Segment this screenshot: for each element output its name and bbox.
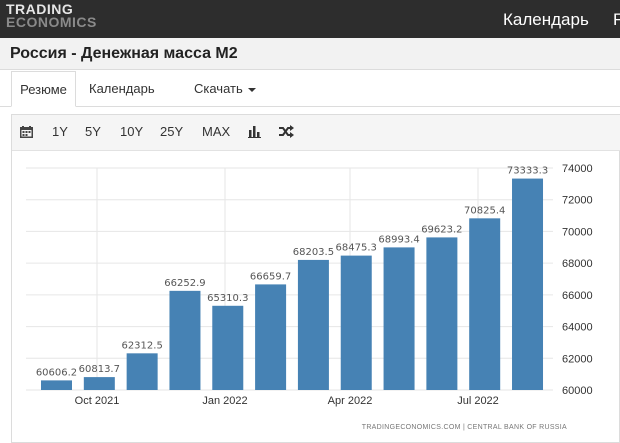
bar-value-label: 73333.3 xyxy=(507,166,548,177)
x-tick-label: Jul 2022 xyxy=(457,395,499,407)
bar xyxy=(41,380,72,390)
tab-bar: Резюме Календарь Скачать xyxy=(0,71,620,107)
range-25y-button[interactable]: 25Y xyxy=(160,124,184,139)
bar-value-label: 60813.7 xyxy=(79,364,120,375)
y-tick-label: 74000 xyxy=(562,163,593,175)
range-5y-button[interactable]: 5Y xyxy=(85,124,101,139)
bar-value-label: 66252.9 xyxy=(164,278,205,289)
range-max-button[interactable]: MAX xyxy=(202,124,231,139)
trading-economics-logo[interactable]: TRADING ECONOMICS xyxy=(6,1,97,30)
tab-download[interactable]: Скачать xyxy=(194,71,256,107)
bar-value-label: 68993.4 xyxy=(378,234,419,245)
tab-calendar[interactable]: Календарь xyxy=(89,81,155,96)
range-10y-button[interactable]: 10Y xyxy=(120,124,144,139)
bar xyxy=(83,377,115,390)
chart-source-label: TRADINGECONOMICS.COM | CENTRAL BANK OF R… xyxy=(362,424,567,431)
bar-value-label: 70825.4 xyxy=(464,205,505,216)
bar-value-label: 62312.5 xyxy=(121,340,162,351)
y-tick-label: 62000 xyxy=(562,353,593,365)
bar xyxy=(426,237,458,390)
bar xyxy=(297,259,329,390)
y-tick-label: 68000 xyxy=(562,258,593,270)
bar-value-label: 65310.3 xyxy=(207,293,248,304)
top-nav: Календарь F xyxy=(503,10,620,30)
logo-line-2: ECONOMICS xyxy=(6,14,97,30)
bar xyxy=(512,178,544,390)
bar xyxy=(383,247,415,390)
y-tick-label: 66000 xyxy=(562,290,593,302)
bar-chart-icon[interactable] xyxy=(248,125,261,138)
x-tick-label: Apr 2022 xyxy=(328,395,373,407)
top-navigation-bar: TRADING ECONOMICS Календарь F xyxy=(0,0,620,38)
bar-value-label: 68203.5 xyxy=(293,247,334,258)
y-tick-label: 70000 xyxy=(562,226,593,238)
bar xyxy=(126,353,158,390)
y-tick-label: 64000 xyxy=(562,322,593,334)
range-1y-button[interactable]: 1Y xyxy=(52,124,68,139)
calendar-icon[interactable] xyxy=(20,126,33,138)
bar xyxy=(255,284,287,390)
tab-summary[interactable]: Резюме xyxy=(11,71,76,107)
caret-down-icon xyxy=(247,87,256,92)
tab-download-label: Скачать xyxy=(194,81,243,96)
nav-cut-link[interactable]: F xyxy=(613,10,620,29)
chart-toolbar: 1Y 5Y 10Y 25Y MAX xyxy=(12,115,620,151)
page-title: Россия - Денежная масса M2 xyxy=(10,45,238,62)
bar-value-label: 68475.3 xyxy=(336,243,377,254)
y-tick-label: 72000 xyxy=(562,195,593,207)
logo-line-1: TRADING xyxy=(6,1,74,17)
bar-value-label: 60606.2 xyxy=(36,367,77,378)
bar-value-label: 69623.2 xyxy=(421,224,462,235)
bar xyxy=(212,305,244,390)
nav-calendar-link[interactable]: Календарь xyxy=(503,10,589,29)
bar xyxy=(340,255,372,390)
bar xyxy=(469,218,501,390)
title-bar: Россия - Денежная масса M2 xyxy=(0,38,620,70)
x-tick-label: Oct 2021 xyxy=(75,395,120,407)
money-supply-bar-chart: 60000 62000 64000 66000 68000 70000 72000 74000… xyxy=(26,163,593,431)
y-tick-label: 60000 xyxy=(562,385,593,397)
x-tick-label: Jan 2022 xyxy=(202,395,247,407)
bar-value-label: 66659.7 xyxy=(250,271,291,282)
shuffle-icon[interactable] xyxy=(279,125,294,138)
bar xyxy=(169,290,201,390)
